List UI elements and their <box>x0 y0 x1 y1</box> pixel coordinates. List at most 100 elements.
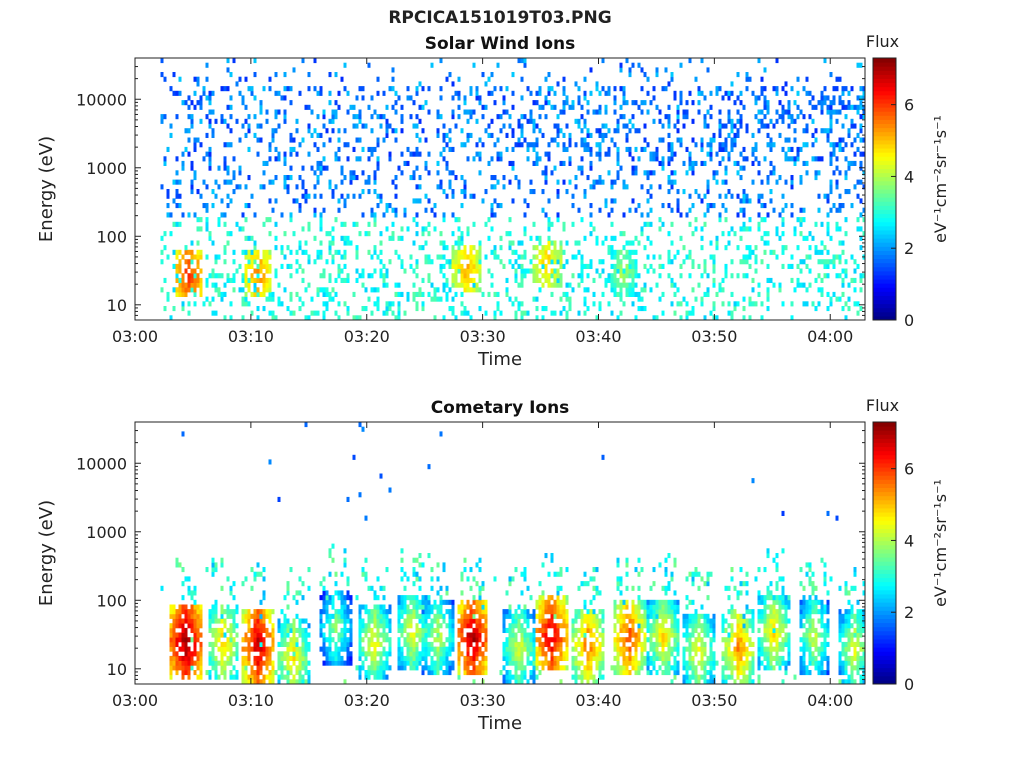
spectrogram-cell <box>805 263 809 269</box>
spectrogram-cell <box>526 609 530 615</box>
spectrogram-cell <box>325 660 329 666</box>
spectrogram-cell <box>682 123 686 129</box>
spectrogram-cell <box>625 146 629 152</box>
spectrogram-cell <box>598 670 602 676</box>
spectrogram-cell <box>334 100 338 106</box>
spectrogram-cell <box>736 128 740 134</box>
spectrogram-cell <box>694 160 698 166</box>
spectrogram-cell <box>280 641 284 647</box>
colorbar-swatch <box>873 148 896 153</box>
spectrogram-cell <box>268 254 272 260</box>
spectrogram-cell <box>664 114 668 120</box>
spectrogram-cell <box>811 235 815 241</box>
spectrogram-cell <box>475 623 479 629</box>
spectrogram-cell <box>508 627 512 633</box>
spectrogram-cell <box>658 254 662 260</box>
spectrogram-cell <box>337 315 341 320</box>
spectrogram-cell <box>460 590 464 596</box>
spectrogram-cell <box>748 315 752 320</box>
spectrogram-cell <box>244 301 248 307</box>
spectrogram-cell <box>613 623 617 629</box>
spectrogram-cell <box>244 263 248 269</box>
spectrogram-cell <box>580 114 584 120</box>
spectrogram-cell <box>334 151 338 157</box>
spectrogram-cell <box>280 623 284 629</box>
spectrogram-cell <box>184 632 188 638</box>
spectrogram-cell <box>508 604 512 610</box>
spectrogram-cell <box>829 118 833 124</box>
spectrogram-cell <box>352 454 356 460</box>
spectrogram-cell <box>763 249 767 255</box>
spectrogram-cell <box>649 660 653 666</box>
spectrogram-cell <box>850 142 854 148</box>
spectrogram-cell <box>361 123 365 129</box>
spectrogram-cell <box>373 641 377 647</box>
spectrogram-cell <box>244 618 248 624</box>
spectrogram-cell <box>292 137 296 143</box>
spectrogram-cell <box>160 72 164 78</box>
spectrogram-cell <box>628 291 632 297</box>
spectrogram-cell <box>505 291 509 297</box>
spectrogram-cell <box>184 291 188 297</box>
spectrogram-cell <box>415 655 419 661</box>
spectrogram-cell <box>220 665 224 671</box>
spectrogram-cell <box>199 249 203 255</box>
spectrogram-cell <box>661 221 665 227</box>
spectrogram-cell <box>241 670 245 676</box>
spectrogram-cell <box>424 655 428 661</box>
spectrogram-cell <box>361 665 365 671</box>
spectrogram-cell <box>739 226 743 232</box>
spectrogram-cell <box>187 651 191 657</box>
spectrogram-cell <box>163 306 167 312</box>
spectrogram-cell <box>343 627 347 633</box>
spectrogram-cell <box>436 562 440 568</box>
spectrogram-cell <box>286 679 290 684</box>
spectrogram-cell <box>472 632 476 638</box>
spectrogram-cell <box>454 282 458 288</box>
spectrogram-cell <box>571 221 575 227</box>
spectrogram-cell <box>364 571 368 577</box>
spectrogram-cell <box>643 100 647 106</box>
spectrogram-cell <box>847 132 851 138</box>
spectrogram-cell <box>256 254 260 260</box>
spectrogram-cell <box>643 609 647 615</box>
spectrogram-cell <box>319 212 323 218</box>
spectrogram-cell <box>169 212 173 218</box>
spectrogram-cell <box>280 301 284 307</box>
spectrogram-cell <box>703 315 707 320</box>
spectrogram-cell <box>208 109 212 115</box>
spectrogram-cell <box>250 193 254 199</box>
spectrogram-cell <box>187 151 191 157</box>
spectrogram-cell <box>184 128 188 134</box>
spectrogram-cell <box>673 95 677 101</box>
spectrogram-cell <box>589 646 593 652</box>
spectrogram-cell <box>526 618 530 624</box>
spectrogram-cell <box>844 104 848 110</box>
spectrogram-cell <box>412 217 416 223</box>
spectrogram-cell <box>646 142 650 148</box>
spectrogram-cell <box>640 100 644 106</box>
spectrogram-cell <box>385 660 389 666</box>
spectrogram-cell <box>199 674 203 680</box>
spectrogram-cell <box>802 160 806 166</box>
spectrogram-cell <box>304 189 308 195</box>
spectrogram-cell <box>259 679 263 684</box>
spectrogram-cell <box>379 604 383 610</box>
spectrogram-cell <box>214 273 218 279</box>
spectrogram-cell <box>544 268 548 274</box>
spectrogram-cell <box>469 637 473 643</box>
spectrogram-cell <box>184 637 188 643</box>
spectrogram-cell <box>685 114 689 120</box>
spectrogram-cell <box>508 679 512 684</box>
spectrogram-cell <box>304 422 308 428</box>
spectrogram-cell <box>553 655 557 661</box>
spectrogram-cell <box>499 86 503 92</box>
spectrogram-cell <box>268 76 272 82</box>
colorbar-swatch <box>873 213 896 219</box>
colorbar-frame <box>872 57 897 321</box>
spectrogram-cell <box>412 557 416 563</box>
spectrogram-cell <box>457 670 461 676</box>
spectrogram-cell <box>625 268 629 274</box>
spectrogram-cell <box>379 665 383 671</box>
spectrogram-cell <box>253 609 257 615</box>
